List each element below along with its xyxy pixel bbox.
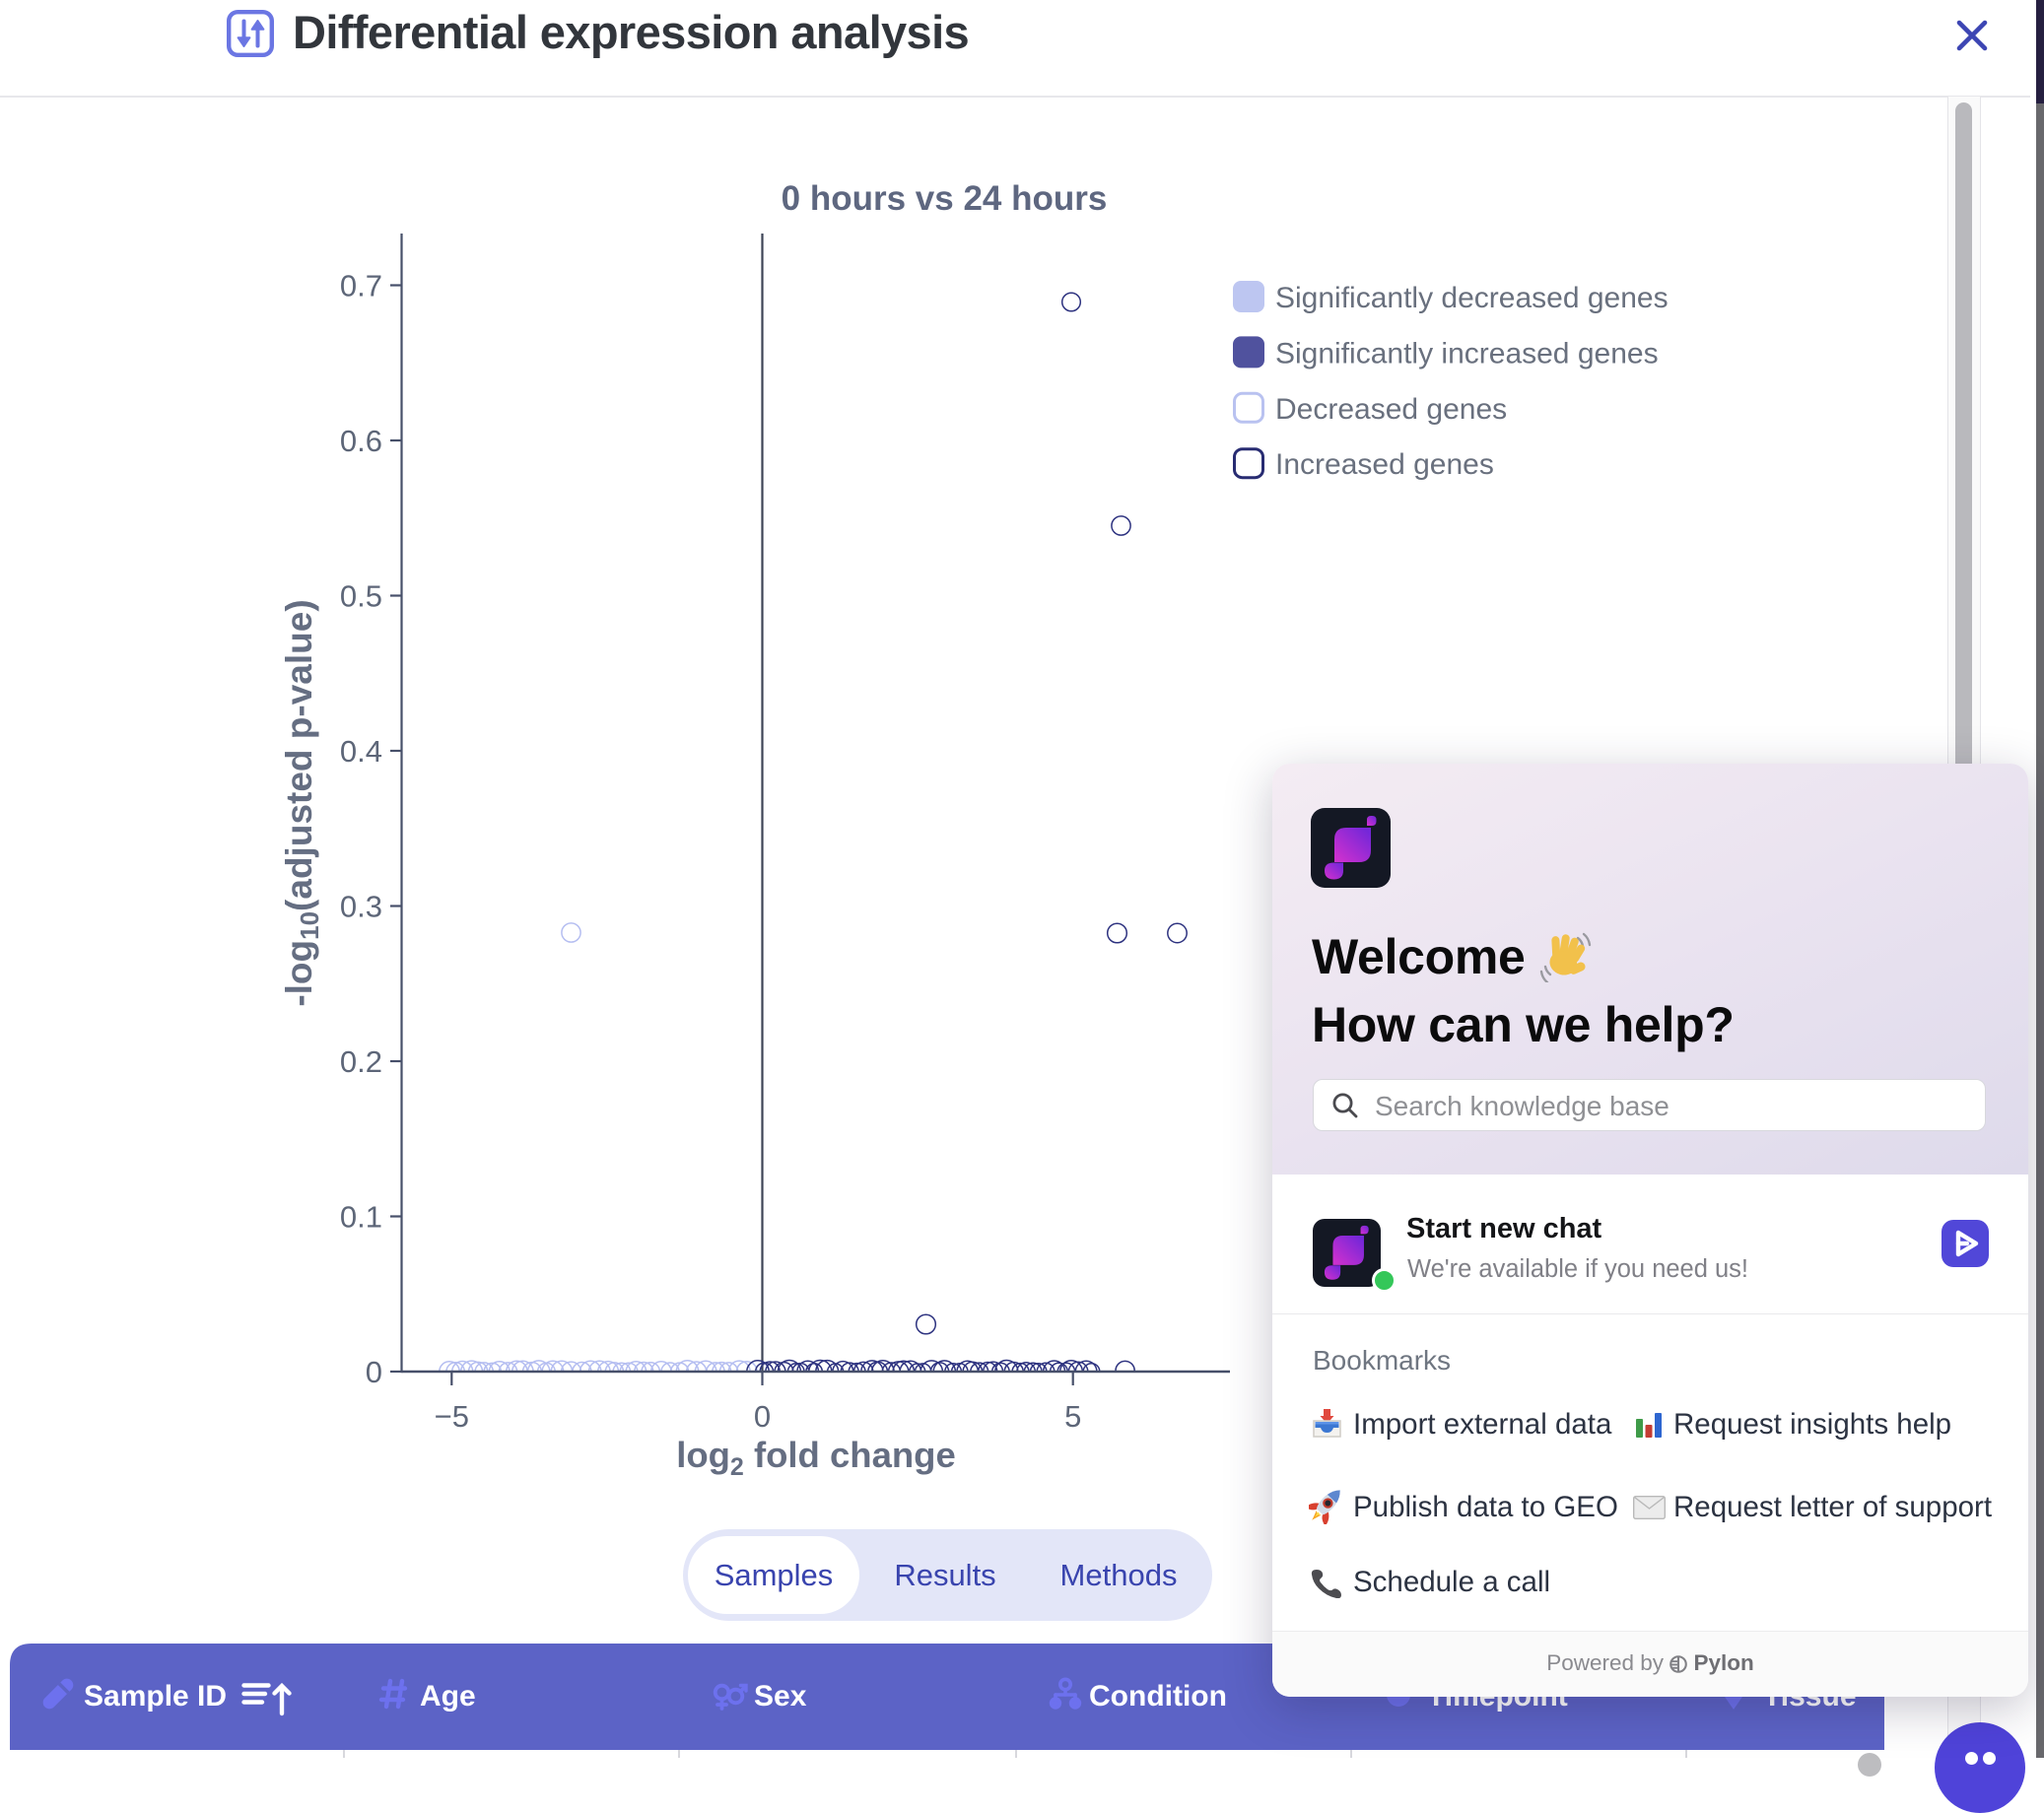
- svg-text:0.2: 0.2: [340, 1044, 382, 1079]
- svg-text:Decreased genes: Decreased genes: [1275, 393, 1507, 426]
- svg-text:log2 fold change: log2 fold change: [676, 1435, 956, 1481]
- svg-text:Increased genes: Increased genes: [1275, 448, 1494, 481]
- svg-text:Sex: Sex: [754, 1680, 807, 1712]
- svg-text:-log10(adjusted p-value): -log10(adjusted p-value): [279, 599, 324, 1006]
- svg-text:Sample ID: Sample ID: [84, 1680, 227, 1712]
- svg-text:Significantly decreased genes: Significantly decreased genes: [1275, 282, 1669, 314]
- svg-text:Age: Age: [420, 1680, 476, 1712]
- svg-text:Condition: Condition: [1089, 1680, 1227, 1712]
- svg-text:0: 0: [754, 1399, 771, 1434]
- svg-text:0: 0: [366, 1355, 382, 1389]
- svg-text:0.5: 0.5: [340, 579, 382, 614]
- svg-text:0.6: 0.6: [340, 424, 382, 458]
- svg-text:0.7: 0.7: [340, 269, 382, 303]
- svg-text:Significantly increased genes: Significantly increased genes: [1275, 337, 1659, 369]
- svg-text:0.3: 0.3: [340, 890, 382, 924]
- svg-text:0 hours vs 24 hours: 0 hours vs 24 hours: [782, 179, 1108, 218]
- svg-text:−5: −5: [435, 1399, 469, 1434]
- svg-text:5: 5: [1064, 1399, 1081, 1434]
- svg-text:0.1: 0.1: [340, 1200, 382, 1235]
- svg-text:0.4: 0.4: [340, 734, 382, 769]
